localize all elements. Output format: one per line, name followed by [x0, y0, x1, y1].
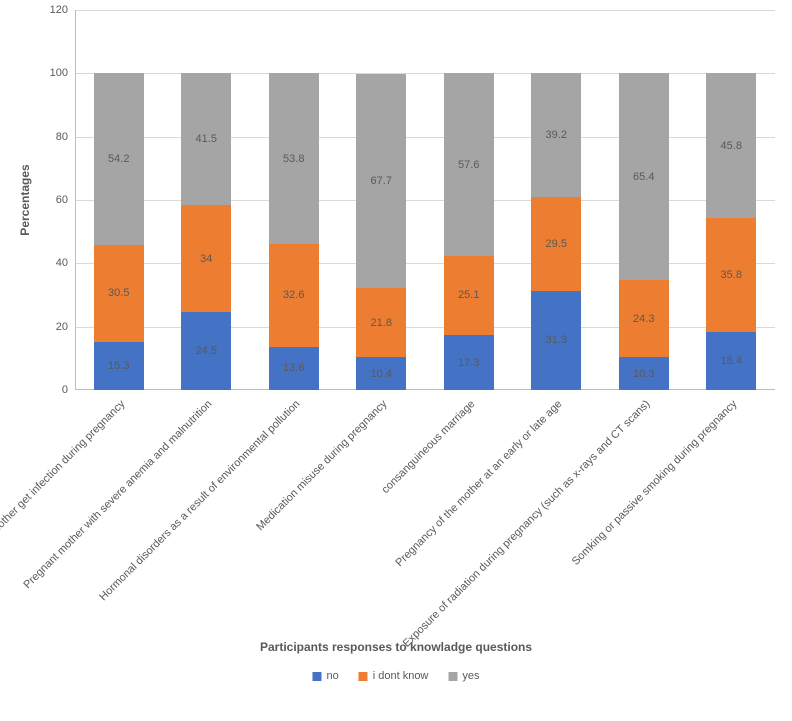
bar-segment-idk: 29.5: [531, 197, 581, 290]
bar-segment-yes: 39.2: [531, 73, 581, 197]
legend-item-idk: i dont know: [359, 670, 429, 682]
bar-segment-idk: 34: [181, 205, 231, 313]
bar-segment-idk: 25.1: [444, 256, 494, 335]
data-label: 53.8: [283, 153, 304, 165]
x-label-text: Mother get infection during pregnancy: [0, 398, 127, 537]
data-label: 54.2: [108, 153, 129, 165]
data-label: 13.6: [283, 362, 304, 374]
bar-segment-yes: 53.8: [269, 73, 319, 243]
bar-group: 18.4 35.8 45.8: [706, 73, 756, 390]
legend-swatch: [359, 672, 368, 681]
data-label: 41.5: [196, 133, 217, 145]
bar-group: 15.3 30.5 54.2: [94, 73, 144, 390]
bars-area: 15.3 30.5 54.2 24.5 34 41.5 13.6 32.6 53.8 10.4 21…: [75, 10, 775, 390]
ytick-label: 20: [56, 321, 68, 333]
bar-segment-no: 10.4: [356, 357, 406, 390]
bar-segment-yes: 57.6: [444, 73, 494, 255]
ytick-label: 0: [62, 384, 68, 396]
x-label: Medication misuse during pregnancy: [356, 398, 406, 638]
legend-swatch: [448, 672, 457, 681]
data-label: 18.4: [721, 355, 742, 367]
bar-segment-no: 17.3: [444, 335, 494, 390]
bar-segment-idk: 24.3: [619, 280, 669, 357]
bar-segment-no: 15.3: [94, 342, 144, 390]
legend-label: no: [326, 670, 338, 682]
bar-group: 10.3 24.3 65.4: [619, 73, 669, 390]
data-label: 45.8: [721, 140, 742, 152]
x-axis-title: Participants responses to knowladge ques…: [260, 640, 532, 654]
data-label: 30.5: [108, 287, 129, 299]
y-axis-title: Percentages: [18, 164, 32, 235]
bar-group: 13.6 32.6 53.8: [269, 73, 319, 390]
bar-group: 17.3 25.1 57.6: [444, 73, 494, 390]
bar-segment-yes: 54.2: [94, 73, 144, 245]
bar-segment-idk: 21.8: [356, 288, 406, 357]
bar-segment-no: 10.3: [619, 357, 669, 390]
ytick-label: 60: [56, 194, 68, 206]
legend: no i dont know yes: [312, 670, 479, 682]
bar-segment-yes: 67.7: [356, 74, 406, 288]
ytick-label: 80: [56, 131, 68, 143]
data-label: 31.3: [546, 334, 567, 346]
x-label: Somking or passive smoking during pregna…: [706, 398, 756, 638]
bar-segment-idk: 35.8: [706, 218, 756, 331]
bar-segment-no: 24.5: [181, 312, 231, 390]
chart-container: 020406080100120 15.330.554.224.53441.513…: [75, 10, 775, 390]
bar-group: 24.5 34 41.5: [181, 73, 231, 390]
data-label: 32.6: [283, 289, 304, 301]
ytick-label: 40: [56, 257, 68, 269]
legend-item-no: no: [312, 670, 338, 682]
data-label: 15.3: [108, 360, 129, 372]
data-label: 39.2: [546, 129, 567, 141]
bar-segment-no: 31.3: [531, 291, 581, 390]
bar-segment-idk: 30.5: [94, 245, 144, 342]
bar-segment-yes: 41.5: [181, 73, 231, 204]
bar-segment-no: 18.4: [706, 332, 756, 390]
bar-group: 31.3 29.5 39.2: [531, 73, 581, 390]
data-label: 24.5: [196, 345, 217, 357]
data-label: 29.5: [546, 238, 567, 250]
legend-label: yes: [462, 670, 479, 682]
ytick-label: 100: [50, 67, 68, 79]
data-label: 21.8: [371, 317, 392, 329]
data-label: 65.4: [633, 171, 654, 183]
data-label: 57.6: [458, 159, 479, 171]
data-label: 10.3: [633, 368, 654, 380]
data-label: 67.7: [371, 175, 392, 187]
bar-segment-yes: 45.8: [706, 73, 756, 218]
bar-segment-yes: 65.4: [619, 73, 669, 280]
bar-segment-idk: 32.6: [269, 244, 319, 347]
x-labels: Mother get infection during pregnancyPre…: [75, 398, 775, 638]
data-label: 25.1: [458, 289, 479, 301]
data-label: 10.4: [371, 368, 392, 380]
data-label: 24.3: [633, 313, 654, 325]
data-label: 17.3: [458, 357, 479, 369]
legend-label: i dont know: [373, 670, 429, 682]
legend-item-yes: yes: [448, 670, 479, 682]
legend-swatch: [312, 672, 321, 681]
data-label: 34: [200, 253, 212, 265]
ytick-label: 120: [50, 4, 68, 16]
bar-segment-no: 13.6: [269, 347, 319, 390]
bar-group: 10.4 21.8 67.7: [356, 74, 406, 390]
data-label: 35.8: [721, 269, 742, 281]
